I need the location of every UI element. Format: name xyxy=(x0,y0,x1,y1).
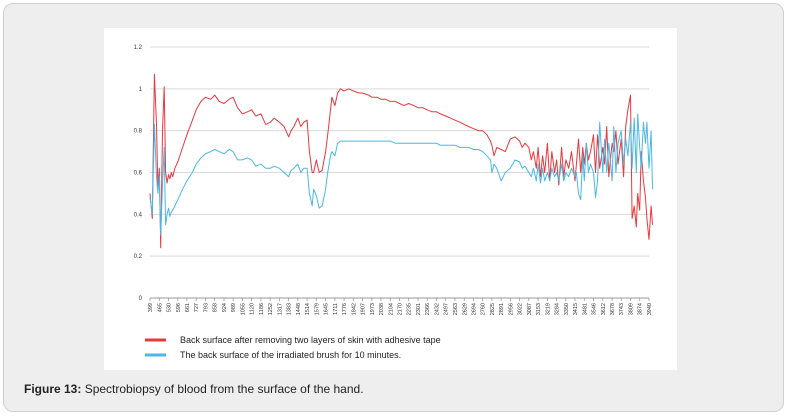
series-line-2 xyxy=(149,113,653,236)
x-tick-label: 1645 xyxy=(324,303,330,315)
series-line-1 xyxy=(149,73,653,249)
x-tick-label: 1579 xyxy=(314,303,320,315)
x-tick-label: 2891 xyxy=(499,303,505,315)
x-tick-label: 2170 xyxy=(398,303,404,315)
x-tick-label: 1186 xyxy=(259,303,265,315)
x-tick-label: 465 xyxy=(157,303,163,312)
y-tick-label: 0.2 xyxy=(134,254,143,260)
x-tick-label: 3874 xyxy=(638,303,644,315)
x-tick-label: 1973 xyxy=(370,303,376,315)
x-tick-label: 989 xyxy=(231,303,237,312)
caption-label: Figure 13: xyxy=(24,382,82,396)
x-tick-label: 2760 xyxy=(481,303,487,315)
x-tick-label: 3809 xyxy=(629,303,635,315)
y-tick-label: 0 xyxy=(139,296,143,302)
x-tick-label: 3481 xyxy=(582,303,588,315)
x-tick-label: 1776 xyxy=(342,303,348,315)
x-tick-label: 3087 xyxy=(527,303,533,315)
x-tick-label: 2694 xyxy=(471,303,477,315)
x-tick-label: 3350 xyxy=(564,303,570,315)
x-tick-label: 1448 xyxy=(296,303,302,315)
y-tick-label: 1.2 xyxy=(134,45,143,51)
x-tick-label: 3612 xyxy=(601,303,607,315)
y-tick-label: 0.6 xyxy=(134,171,143,177)
x-tick-label: 3219 xyxy=(545,303,551,315)
x-tick-label: 793 xyxy=(204,303,210,312)
x-tick-label: 596 xyxy=(176,303,182,312)
x-tick-label: 858 xyxy=(213,303,219,312)
x-tick-label: 2956 xyxy=(508,303,514,315)
x-tick-label: 2432 xyxy=(434,303,440,315)
x-tick-label: 1842 xyxy=(351,303,357,315)
x-tick-label: 3415 xyxy=(573,303,579,315)
x-tick-label: 2825 xyxy=(490,303,496,315)
spectrum-line-chart: 0 0.2 0.4 0.6 0.8 1 1.2 399 465 530 596 661 727 793 85… xyxy=(134,45,653,360)
x-tick-label: 2301 xyxy=(416,303,422,315)
y-tick-label: 0.4 xyxy=(134,212,143,218)
caption-text: Spectrobiopsy of blood from the surface … xyxy=(84,382,364,396)
x-tick-label: 1514 xyxy=(305,303,311,315)
chart-panel: 0 0.2 0.4 0.6 0.8 1 1.2 399 465 530 596 661 727 793 85… xyxy=(104,28,677,370)
x-tick-label: 2366 xyxy=(425,303,431,315)
x-tick-label: 3546 xyxy=(591,303,597,315)
x-tick-label: 2104 xyxy=(388,303,394,315)
x-tick-label: 3743 xyxy=(619,303,625,315)
x-tick-label: 3153 xyxy=(536,303,542,315)
x-tick-label: 2563 xyxy=(453,303,459,315)
x-tick-label: 3022 xyxy=(518,303,524,315)
y-tick-label: 0.8 xyxy=(134,129,143,135)
x-tick-label: 2497 xyxy=(444,303,450,315)
x-tick-label: 3678 xyxy=(610,303,616,315)
x-tick-label: 3940 xyxy=(647,303,653,315)
x-tick-label: 1907 xyxy=(361,303,367,315)
x-tick-label: 661 xyxy=(185,303,191,312)
x-tick-label: 1252 xyxy=(268,303,274,315)
x-tick-label: 924 xyxy=(222,303,228,312)
x-tick-label: 399 xyxy=(148,303,154,312)
x-tick-label: 2235 xyxy=(407,303,413,315)
x-tick-label: 3284 xyxy=(555,303,561,315)
x-tick-label: 727 xyxy=(194,303,200,312)
legend-label-1: Back surface after removing two layers o… xyxy=(180,335,441,345)
x-tick-label: 1120 xyxy=(250,303,256,315)
figure-caption: Figure 13: Spectrobiopsy of blood from t… xyxy=(24,382,364,396)
y-tick-label: 1 xyxy=(139,87,143,93)
x-tick-label: 1055 xyxy=(240,303,246,315)
legend-label-2: The back surface of the irradiated brush… xyxy=(180,350,401,360)
x-tick-label: 1317 xyxy=(277,303,283,315)
x-tick-label: 1383 xyxy=(287,303,293,315)
x-tick-label: 530 xyxy=(166,303,172,312)
x-tick-label: 2629 xyxy=(462,303,468,315)
x-tick-label: 2038 xyxy=(379,303,385,315)
figure-frame: 0 0.2 0.4 0.6 0.8 1 1.2 399 465 530 596 661 727 793 85… xyxy=(3,3,784,412)
x-tick-label: 1711 xyxy=(333,303,339,315)
